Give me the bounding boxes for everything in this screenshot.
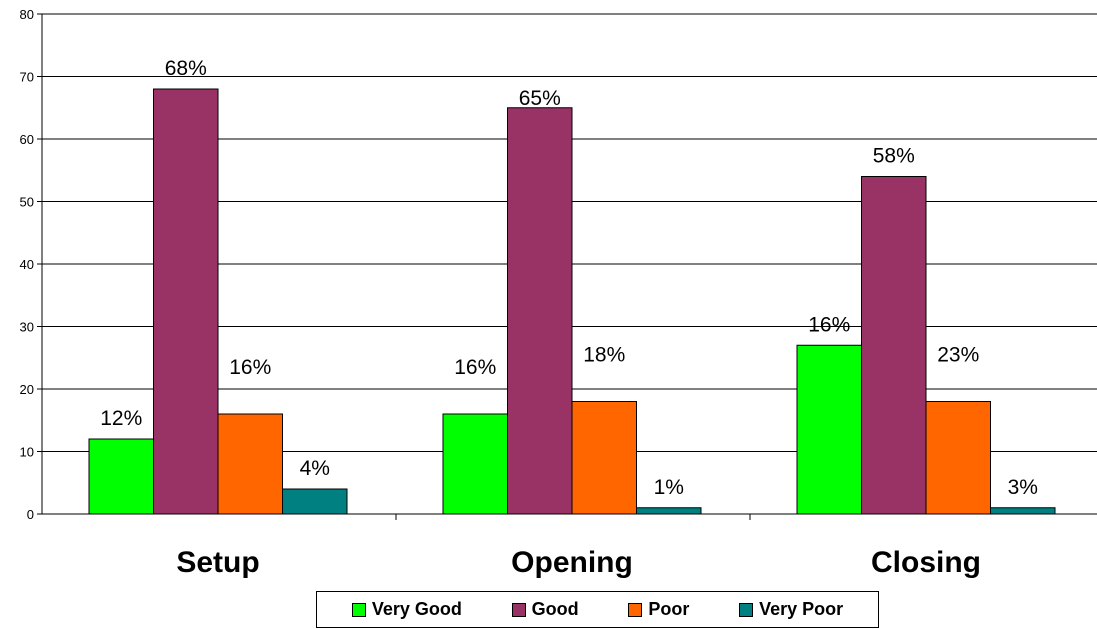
bar	[153, 88, 219, 515]
y-tick-label: 50	[20, 195, 34, 210]
bar	[282, 488, 348, 515]
legend-label-very-poor: Very Poor	[759, 599, 844, 619]
x-tick-label: Opening	[511, 546, 633, 579]
bar	[442, 413, 508, 515]
y-tick-label: 60	[20, 132, 34, 147]
data-label: 1%	[654, 476, 684, 499]
x-tick-label: Closing	[871, 546, 981, 579]
data-label: 18%	[583, 344, 625, 367]
bars	[88, 88, 1056, 515]
legend-item-good: Good	[511, 599, 579, 620]
bar	[796, 344, 862, 515]
y-tick-label: 40	[20, 257, 34, 272]
x-tick-label: Setup	[176, 546, 259, 579]
data-label: 4%	[300, 457, 330, 480]
legend-label-good: Good	[531, 599, 579, 619]
legend-swatch-good	[511, 602, 526, 617]
data-label: 3%	[1008, 476, 1038, 499]
data-label: 58%	[873, 145, 915, 168]
data-label: 23%	[937, 344, 979, 367]
y-tick-label: 0	[27, 507, 34, 522]
y-tick-label: 80	[20, 7, 34, 22]
data-label: 65%	[519, 87, 561, 110]
y-tick-label: 20	[20, 382, 34, 397]
bar	[636, 507, 702, 515]
bar-chart: 0 10 20 30 40 50 60 70 80 Setup Opening Closing 12…	[20, 7, 1097, 579]
data-label: 16%	[454, 356, 496, 379]
data-label: 16%	[229, 356, 271, 379]
y-tick-label: 10	[20, 445, 34, 460]
legend-item-very-poor: Very Poor	[739, 599, 843, 620]
legend: Very Good Good Poor Very Poor	[316, 591, 879, 628]
legend-swatch-poor	[628, 602, 643, 617]
bar	[217, 413, 283, 515]
y-axis: 0 10 20 30 40 50 60 70 80	[20, 7, 43, 522]
bar	[925, 401, 991, 515]
data-label: 68%	[165, 57, 207, 80]
data-label: 12%	[100, 407, 142, 430]
legend-swatch-very-poor	[739, 602, 754, 617]
bar	[571, 401, 637, 515]
y-tick-label: 30	[20, 320, 34, 335]
legend-swatch-very-good	[351, 602, 366, 617]
bar	[990, 507, 1056, 515]
legend-item-poor: Poor	[628, 599, 689, 620]
legend-label-poor: Poor	[648, 599, 690, 619]
y-tick-label: 70	[20, 70, 34, 85]
x-axis: Setup Opening Closing	[42, 513, 1097, 579]
data-labels: 12% 16% 16% 68% 65% 58% 16% 18% 23% 4% 1% 3%	[100, 57, 1038, 499]
bar	[861, 176, 927, 515]
bar	[88, 438, 154, 515]
data-label: 16%	[808, 313, 850, 336]
bar	[507, 107, 573, 515]
legend-label-very-good: Very Good	[371, 599, 462, 619]
legend-item-very-good: Very Good	[351, 599, 462, 620]
